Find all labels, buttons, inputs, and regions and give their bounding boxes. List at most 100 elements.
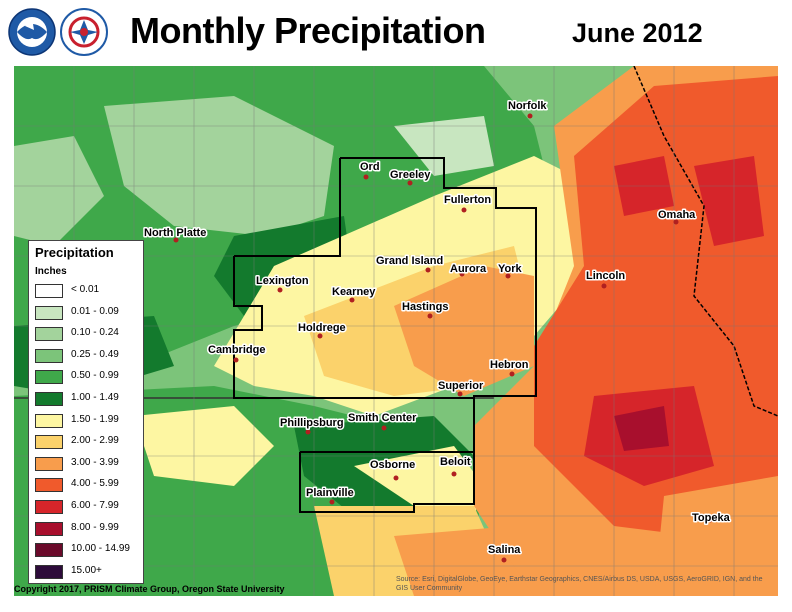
- page-title: Monthly Precipitation: [130, 10, 486, 51]
- legend-row: 0.25 - 0.49: [35, 348, 139, 364]
- legend-label: 3.00 - 3.99: [71, 456, 119, 468]
- city-markers: [173, 113, 713, 563]
- city-dot-fullerton: [461, 207, 467, 213]
- city-label-hastings: Hastings: [402, 301, 448, 313]
- city-dot-phillipsburg: [305, 429, 311, 435]
- zone-darkred-2: [694, 156, 764, 246]
- legend-row: 2.00 - 2.99: [35, 434, 139, 450]
- city-label-lexington: Lexington: [256, 275, 309, 287]
- legend-row: 8.00 - 9.99: [35, 521, 139, 537]
- service-area-outline-north: [340, 157, 537, 398]
- legend-swatch: [35, 478, 63, 493]
- legend-label: 1.00 - 1.49: [71, 392, 119, 403]
- legend-label: 1.50 - 1.99: [71, 413, 119, 425]
- city-dot-osborne: [393, 475, 399, 481]
- legend-row: 0.10 - 0.24: [35, 326, 139, 342]
- legend-label: 0.50 - 0.99: [71, 370, 119, 382]
- legend-swatch: [35, 564, 63, 579]
- zone-maroon-1: [614, 406, 669, 451]
- legend-units: Inches: [35, 266, 67, 277]
- city-label-osborne: Osborne: [370, 459, 415, 471]
- zone-yellow-sw: [134, 406, 274, 486]
- legend-row: 1.00 - 1.49: [35, 391, 139, 407]
- map-source-credit: Source: Esri, DigitalGlobe, GeoEye, Eart…: [396, 576, 763, 592]
- legend-row: 4.00 - 5.99: [35, 477, 139, 493]
- service-area-outline-west: [233, 158, 474, 399]
- legend-label: 10.00 - 14.99: [71, 543, 130, 555]
- legend-row: 6.00 - 7.99: [35, 499, 139, 515]
- city-label-beloit: Beloit: [440, 456, 471, 468]
- legend-label: 15.00+: [71, 564, 102, 576]
- legend-title: Precipitation: [35, 245, 114, 260]
- city-label-grand-island: Grand Island: [376, 255, 443, 267]
- legend-label: 8.00 - 9.99: [71, 521, 119, 533]
- legend-row: 10.00 - 14.99: [35, 542, 139, 558]
- legend-swatch: [35, 521, 63, 536]
- city-dot-omaha: [673, 219, 679, 225]
- legend-row: 3.00 - 3.99: [35, 456, 139, 472]
- zone-lightgreen-1: [104, 96, 334, 236]
- city-label-plainville: Plainville: [306, 487, 354, 499]
- city-dot-york: [505, 273, 511, 279]
- legend-swatch: [35, 305, 63, 320]
- legend-swatch: [35, 327, 63, 342]
- legend-swatch: [35, 500, 63, 514]
- city-label-kearney: Kearney: [332, 286, 376, 298]
- city-dot-salina: [501, 557, 507, 563]
- city-label-superior: Superior: [438, 380, 484, 392]
- city-label-omaha: Omaha: [658, 209, 696, 221]
- city-label-holdrege: Holdrege: [298, 322, 346, 334]
- city-dot-cambridge: [233, 357, 239, 363]
- city-dot-holdrege: [317, 333, 323, 339]
- legend-swatch: [35, 284, 63, 298]
- city-label-norfolk: Norfolk: [508, 100, 547, 112]
- city-dot-beloit: [451, 471, 457, 477]
- city-label-cambridge: Cambridge: [208, 344, 265, 356]
- city-label-salina: Salina: [488, 544, 521, 556]
- city-label-phillipsburg: Phillipsburg: [280, 417, 344, 429]
- city-label-hebron: Hebron: [490, 359, 529, 371]
- city-label-greeley: Greeley: [390, 169, 431, 181]
- legend-swatch: [35, 543, 63, 558]
- copyright-text: Copyright 2017, PRISM Climate Group, Ore…: [14, 584, 285, 594]
- legend-label: 2.00 - 2.99: [71, 435, 119, 447]
- legend-label: 4.00 - 5.99: [71, 478, 119, 490]
- city-label-fullerton: Fullerton: [444, 194, 491, 206]
- legend-row: 0.50 - 0.99: [35, 369, 139, 385]
- legend-label: 0.01 - 0.09: [71, 305, 119, 317]
- city-dot-greeley: [407, 180, 413, 186]
- nws-logo-icon: [60, 8, 108, 56]
- noaa-logo-icon: [8, 8, 56, 56]
- legend-label: < 0.01: [71, 284, 100, 295]
- city-label-york: York: [498, 263, 523, 275]
- city-dot-plainville: [329, 499, 335, 505]
- legend-row: < 0.01: [35, 283, 139, 299]
- legend-row: 15.00+: [35, 564, 139, 580]
- legend-swatch: [35, 348, 63, 363]
- city-dot-topeka: [707, 517, 713, 523]
- legend-swatch: [35, 413, 63, 428]
- legend-swatch: [35, 456, 63, 471]
- header: Monthly Precipitation June 2012: [0, 0, 792, 66]
- legend-swatch: [35, 435, 63, 450]
- city-dot-lexington: [277, 287, 283, 293]
- city-dot-grand-island: [425, 267, 431, 273]
- city-dot-smith-center: [381, 425, 387, 431]
- city-label-aurora: Aurora: [450, 263, 487, 275]
- legend-label: 6.00 - 7.99: [71, 500, 119, 511]
- city-label-lincoln: Lincoln: [586, 270, 625, 282]
- city-label-north-platte: North Platte: [144, 227, 206, 239]
- river-missouri: [633, 66, 778, 417]
- city-dot-hastings: [427, 313, 433, 319]
- legend-label: 0.25 - 0.49: [71, 348, 119, 360]
- city-dot-superior: [457, 391, 463, 397]
- city-dot-north-platte: [173, 237, 179, 243]
- city-label-topeka: Topeka: [692, 512, 731, 524]
- city-dot-hebron: [509, 371, 515, 377]
- zone-yellow-south: [354, 446, 484, 516]
- city-label-smith-center: Smith Center: [348, 412, 417, 424]
- city-dot-aurora: [459, 271, 465, 277]
- legend-swatch: [35, 370, 63, 385]
- county-grid: [14, 66, 778, 596]
- city-dot-kearney: [349, 297, 355, 303]
